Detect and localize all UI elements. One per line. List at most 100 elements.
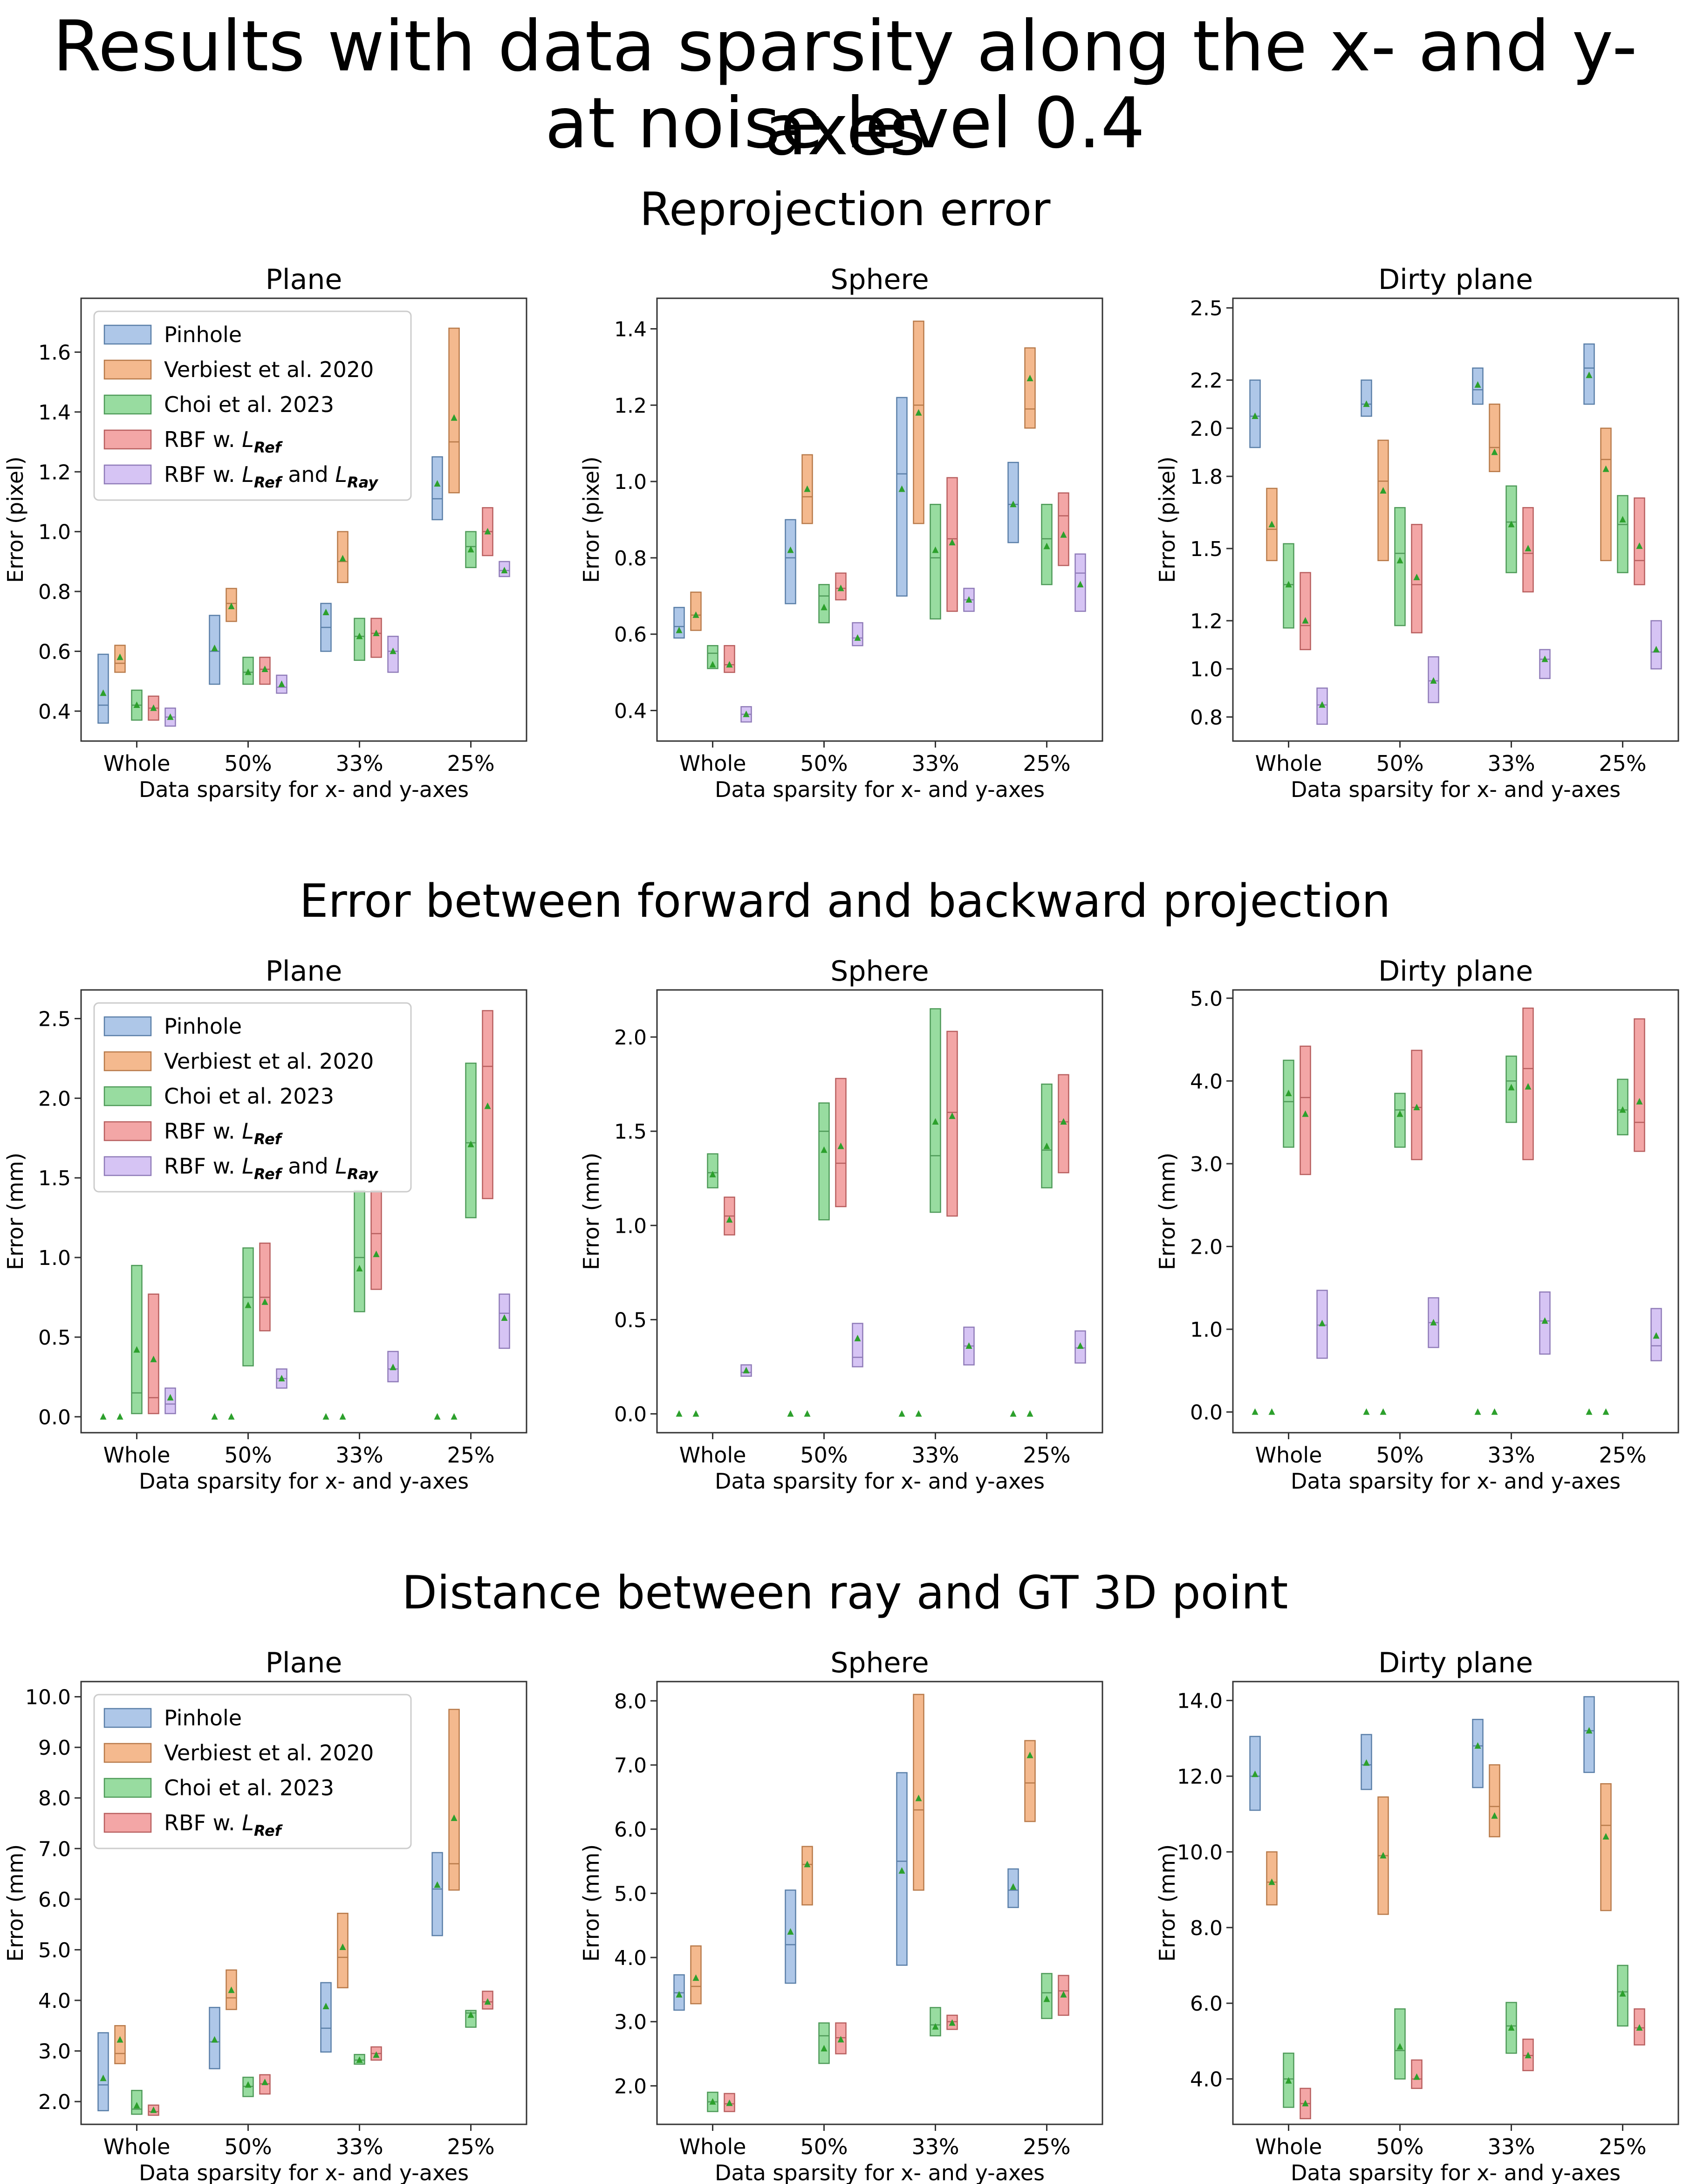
box-pinhole-33 — [1472, 1718, 1484, 1788]
box-pinhole-50 — [785, 1889, 796, 1984]
plot-frame — [1232, 297, 1679, 742]
chart-2-0: Plane 2.0 3.0 4.0 5.0 6.0 7.0 8.0 9.0 10.0 Error (… — [3, 1647, 527, 2184]
mean-marker-rbf-w-l-ref-50 — [261, 2078, 268, 2085]
mean-marker-verbiest-et-al-2020-50 — [228, 1413, 235, 1420]
mean-marker-rbf-w-l-ref-25 — [1060, 531, 1067, 538]
mean-marker-verbiest-et-al-2020-50 — [228, 1986, 235, 1993]
x-axis-label: Data sparsity for x- and y-axes — [715, 2160, 1045, 2184]
x-tick-label: 25% — [1023, 751, 1070, 776]
mean-marker-verbiest-et-al-2020-25 — [1026, 374, 1033, 381]
y-tick-label: 0.6 — [614, 623, 647, 647]
box-choi-et-al-2023-33 — [354, 618, 365, 661]
box-rbf-w-l-ref-and-l-ray-33 — [1539, 649, 1551, 680]
y-tick-label: 3.0 — [1190, 1153, 1223, 1176]
mean-marker-pinhole-whole — [100, 2074, 107, 2081]
mean-marker-rbf-w-l-ref-whole — [726, 2099, 733, 2106]
mean-marker-rbf-w-l-ref-33 — [949, 539, 956, 546]
y-tick-label: 2.2 — [1190, 369, 1223, 393]
mean-marker-pinhole-whole — [100, 1413, 107, 1420]
legend-label-verbiest-et-al-2020: Verbiest et al. 2020 — [164, 357, 374, 382]
mean-marker-choi-et-al-2023-whole — [1285, 581, 1292, 588]
mean-marker-rbf-w-l-ref-whole — [150, 2106, 157, 2113]
mean-marker-choi-et-al-2023-33 — [932, 546, 939, 553]
x-tick-label: 25% — [1599, 751, 1646, 776]
chart-1-2: Dirty plane 0.0 1.0 2.0 3.0 4.0 5.0 Error (mm) W… — [1155, 955, 1679, 1494]
mean-marker-choi-et-al-2023-25 — [467, 1140, 474, 1147]
legend-frame — [93, 1694, 412, 1849]
legend-label-rbf-w-l-ref-and-l-ray: RBF w. LRef and LRay — [164, 462, 378, 491]
x-tick-label: Whole — [1255, 751, 1322, 776]
box-verbiest-et-al-2020-25 — [448, 327, 460, 494]
y-tick-label: 10.0 — [1177, 1841, 1223, 1864]
y-tick-label: 5.0 — [38, 1938, 71, 1962]
y-tick-label: 3.0 — [38, 2040, 71, 2064]
mean-marker-rbf-w-l-ref-and-l-ray-33 — [1541, 1317, 1548, 1324]
mean-marker-pinhole-whole — [1252, 1770, 1259, 1777]
mean-marker-rbf-w-l-ref-50 — [261, 665, 268, 672]
row-title-ray-distance: Distance between ray and GT 3D point — [402, 1566, 1288, 1620]
mean-marker-verbiest-et-al-2020-33 — [1491, 1408, 1498, 1415]
box-pinhole-50 — [1361, 379, 1372, 417]
plot-frame — [80, 297, 527, 742]
mean-marker-verbiest-et-al-2020-25 — [451, 414, 458, 421]
mean-marker-rbf-w-l-ref-and-l-ray-33 — [390, 647, 397, 654]
legend-swatch-rbf-w-l-ref — [103, 1121, 152, 1141]
mean-marker-pinhole-25 — [434, 480, 441, 487]
mean-marker-verbiest-et-al-2020-whole — [116, 1413, 123, 1420]
x-tick-label: 25% — [447, 1442, 494, 1468]
box-rbf-w-l-ref-and-l-ray-50 — [852, 622, 863, 646]
mean-marker-rbf-w-l-ref-50 — [1413, 2073, 1420, 2080]
mean-marker-pinhole-25 — [1586, 1408, 1593, 1415]
mean-marker-choi-et-al-2023-whole — [133, 1346, 140, 1353]
mean-marker-choi-et-al-2023-33 — [356, 2056, 363, 2063]
y-tick-label: 0.6 — [38, 640, 71, 664]
y-axis-label: Error (pixel) — [579, 456, 604, 583]
box-verbiest-et-al-2020-whole — [690, 591, 702, 631]
mean-marker-verbiest-et-al-2020-25 — [1602, 1833, 1609, 1840]
legend-label-pinhole: Pinhole — [164, 1014, 242, 1039]
y-tick-label: 1.2 — [614, 394, 647, 418]
box-choi-et-al-2023-whole — [131, 1264, 143, 1415]
x-tick-label: 50% — [800, 1442, 848, 1468]
chart-0-1: Sphere 0.4 0.6 0.8 1.0 1.2 1.4 Error (pixel) Who… — [579, 263, 1103, 802]
mean-marker-verbiest-et-al-2020-whole — [116, 2036, 123, 2043]
x-tick-label: 25% — [1023, 1442, 1070, 1468]
chart-2-1: Sphere 2.0 3.0 4.0 5.0 6.0 7.0 8.0 Error (mm) Who… — [579, 1647, 1103, 2184]
box-rbf-w-l-ref-33 — [370, 1190, 382, 1290]
x-axis-label: Data sparsity for x- and y-axes — [1291, 2160, 1621, 2184]
mean-marker-verbiest-et-al-2020-50 — [804, 485, 811, 492]
mean-marker-rbf-w-l-ref-33 — [373, 2051, 380, 2058]
mean-marker-choi-et-al-2023-25 — [1043, 1142, 1050, 1149]
mean-marker-rbf-w-l-ref-whole — [726, 1216, 733, 1223]
plot-frame — [1232, 1681, 1679, 2125]
row-title-forward-backward: Error between forward and backward proje… — [299, 875, 1391, 928]
x-tick-label: 25% — [1599, 2134, 1646, 2159]
box-verbiest-et-al-2020-25 — [1600, 1783, 1612, 1911]
y-tick-label: 1.0 — [1190, 1318, 1223, 1342]
y-tick-label: 0.8 — [1190, 706, 1223, 729]
mean-marker-choi-et-al-2023-25 — [1619, 1106, 1626, 1113]
y-tick-label: 0.0 — [38, 1406, 71, 1429]
mean-marker-pinhole-33 — [322, 2003, 329, 2010]
figure-title-line2: at noise level 0.4 — [545, 83, 1145, 164]
y-tick-label: 4.0 — [38, 1989, 71, 2013]
legend-label-rbf-w-l-ref-and-l-ray: RBF w. LRef and LRay — [164, 1154, 378, 1183]
mean-marker-pinhole-25 — [1586, 371, 1593, 378]
mean-marker-rbf-w-l-ref-25 — [1060, 1118, 1067, 1125]
legend-frame — [93, 1002, 412, 1193]
mean-marker-rbf-w-l-ref-and-l-ray-whole — [167, 1394, 174, 1401]
mean-marker-choi-et-al-2023-whole — [1285, 2077, 1292, 2084]
x-tick-label: Whole — [1255, 1442, 1322, 1468]
legend-label-pinhole: Pinhole — [164, 1705, 242, 1731]
x-tick-label: 33% — [335, 2134, 383, 2159]
mean-marker-pinhole-33 — [1474, 1408, 1481, 1415]
mean-marker-rbf-w-l-ref-and-l-ray-50 — [1430, 1319, 1437, 1326]
box-verbiest-et-al-2020-33 — [1489, 1764, 1500, 1838]
mean-marker-rbf-w-l-ref-and-l-ray-whole — [743, 710, 750, 717]
mean-marker-pinhole-50 — [211, 645, 218, 652]
mean-marker-rbf-w-l-ref-whole — [1302, 1110, 1309, 1117]
mean-marker-verbiest-et-al-2020-33 — [915, 1794, 922, 1801]
y-tick-label: 1.4 — [38, 401, 71, 425]
box-rbf-w-l-ref-33 — [370, 618, 382, 658]
